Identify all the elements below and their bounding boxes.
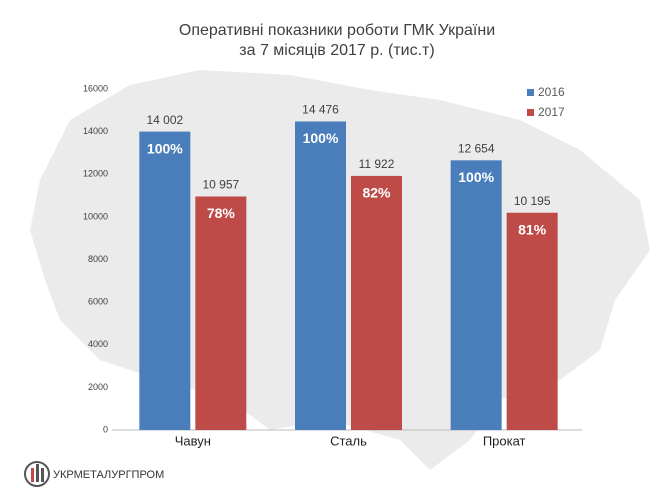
legend-label: 2016 (538, 85, 565, 99)
value-label: 11 922 (359, 157, 395, 171)
y-tick-label: 8000 (88, 254, 108, 264)
percent-label: 100% (303, 130, 339, 146)
logo-icon (36, 464, 39, 482)
value-label: 12 654 (458, 141, 495, 155)
bar (295, 121, 346, 430)
legend-swatch (527, 109, 534, 116)
percent-label: 100% (147, 140, 183, 156)
logo-icon (24, 461, 50, 487)
y-tick-label: 14000 (83, 126, 108, 136)
x-tick-label: Прокат (483, 433, 526, 448)
bar (351, 175, 402, 430)
value-label: 10 957 (202, 178, 239, 192)
bar (450, 160, 502, 430)
legend-swatch (527, 89, 534, 96)
value-label: 10 195 (514, 194, 551, 208)
y-tick-label: 4000 (88, 339, 108, 349)
logo-text: УКРМЕТАЛУРГПРОМ (53, 469, 164, 481)
logo-icon (31, 468, 34, 482)
percent-label: 82% (362, 185, 391, 201)
bar (506, 212, 558, 430)
bar (139, 131, 191, 430)
logo (24, 461, 50, 487)
y-tick-label: 0 (103, 424, 108, 434)
x-tick-label: Сталь (330, 433, 367, 448)
value-label: 14 476 (302, 103, 339, 117)
x-tick-label: Чавун (175, 433, 211, 448)
chart-subtitle: за 7 місяців 2017 р. (тис.т) (239, 42, 434, 59)
y-tick-label: 2000 (88, 382, 108, 392)
logo-icon (41, 468, 44, 482)
bar (195, 196, 247, 430)
y-tick-label: 16000 (83, 83, 108, 93)
legend-label: 2017 (538, 105, 565, 119)
y-tick-label: 10000 (83, 211, 108, 221)
percent-label: 81% (518, 221, 547, 237)
percent-label: 78% (207, 205, 236, 221)
chart-title: Оперативні показники роботи ГМК України (179, 22, 495, 39)
y-tick-label: 6000 (88, 297, 108, 307)
y-tick-label: 12000 (83, 169, 108, 179)
percent-label: 100% (458, 169, 494, 185)
value-label: 14 002 (146, 113, 183, 127)
